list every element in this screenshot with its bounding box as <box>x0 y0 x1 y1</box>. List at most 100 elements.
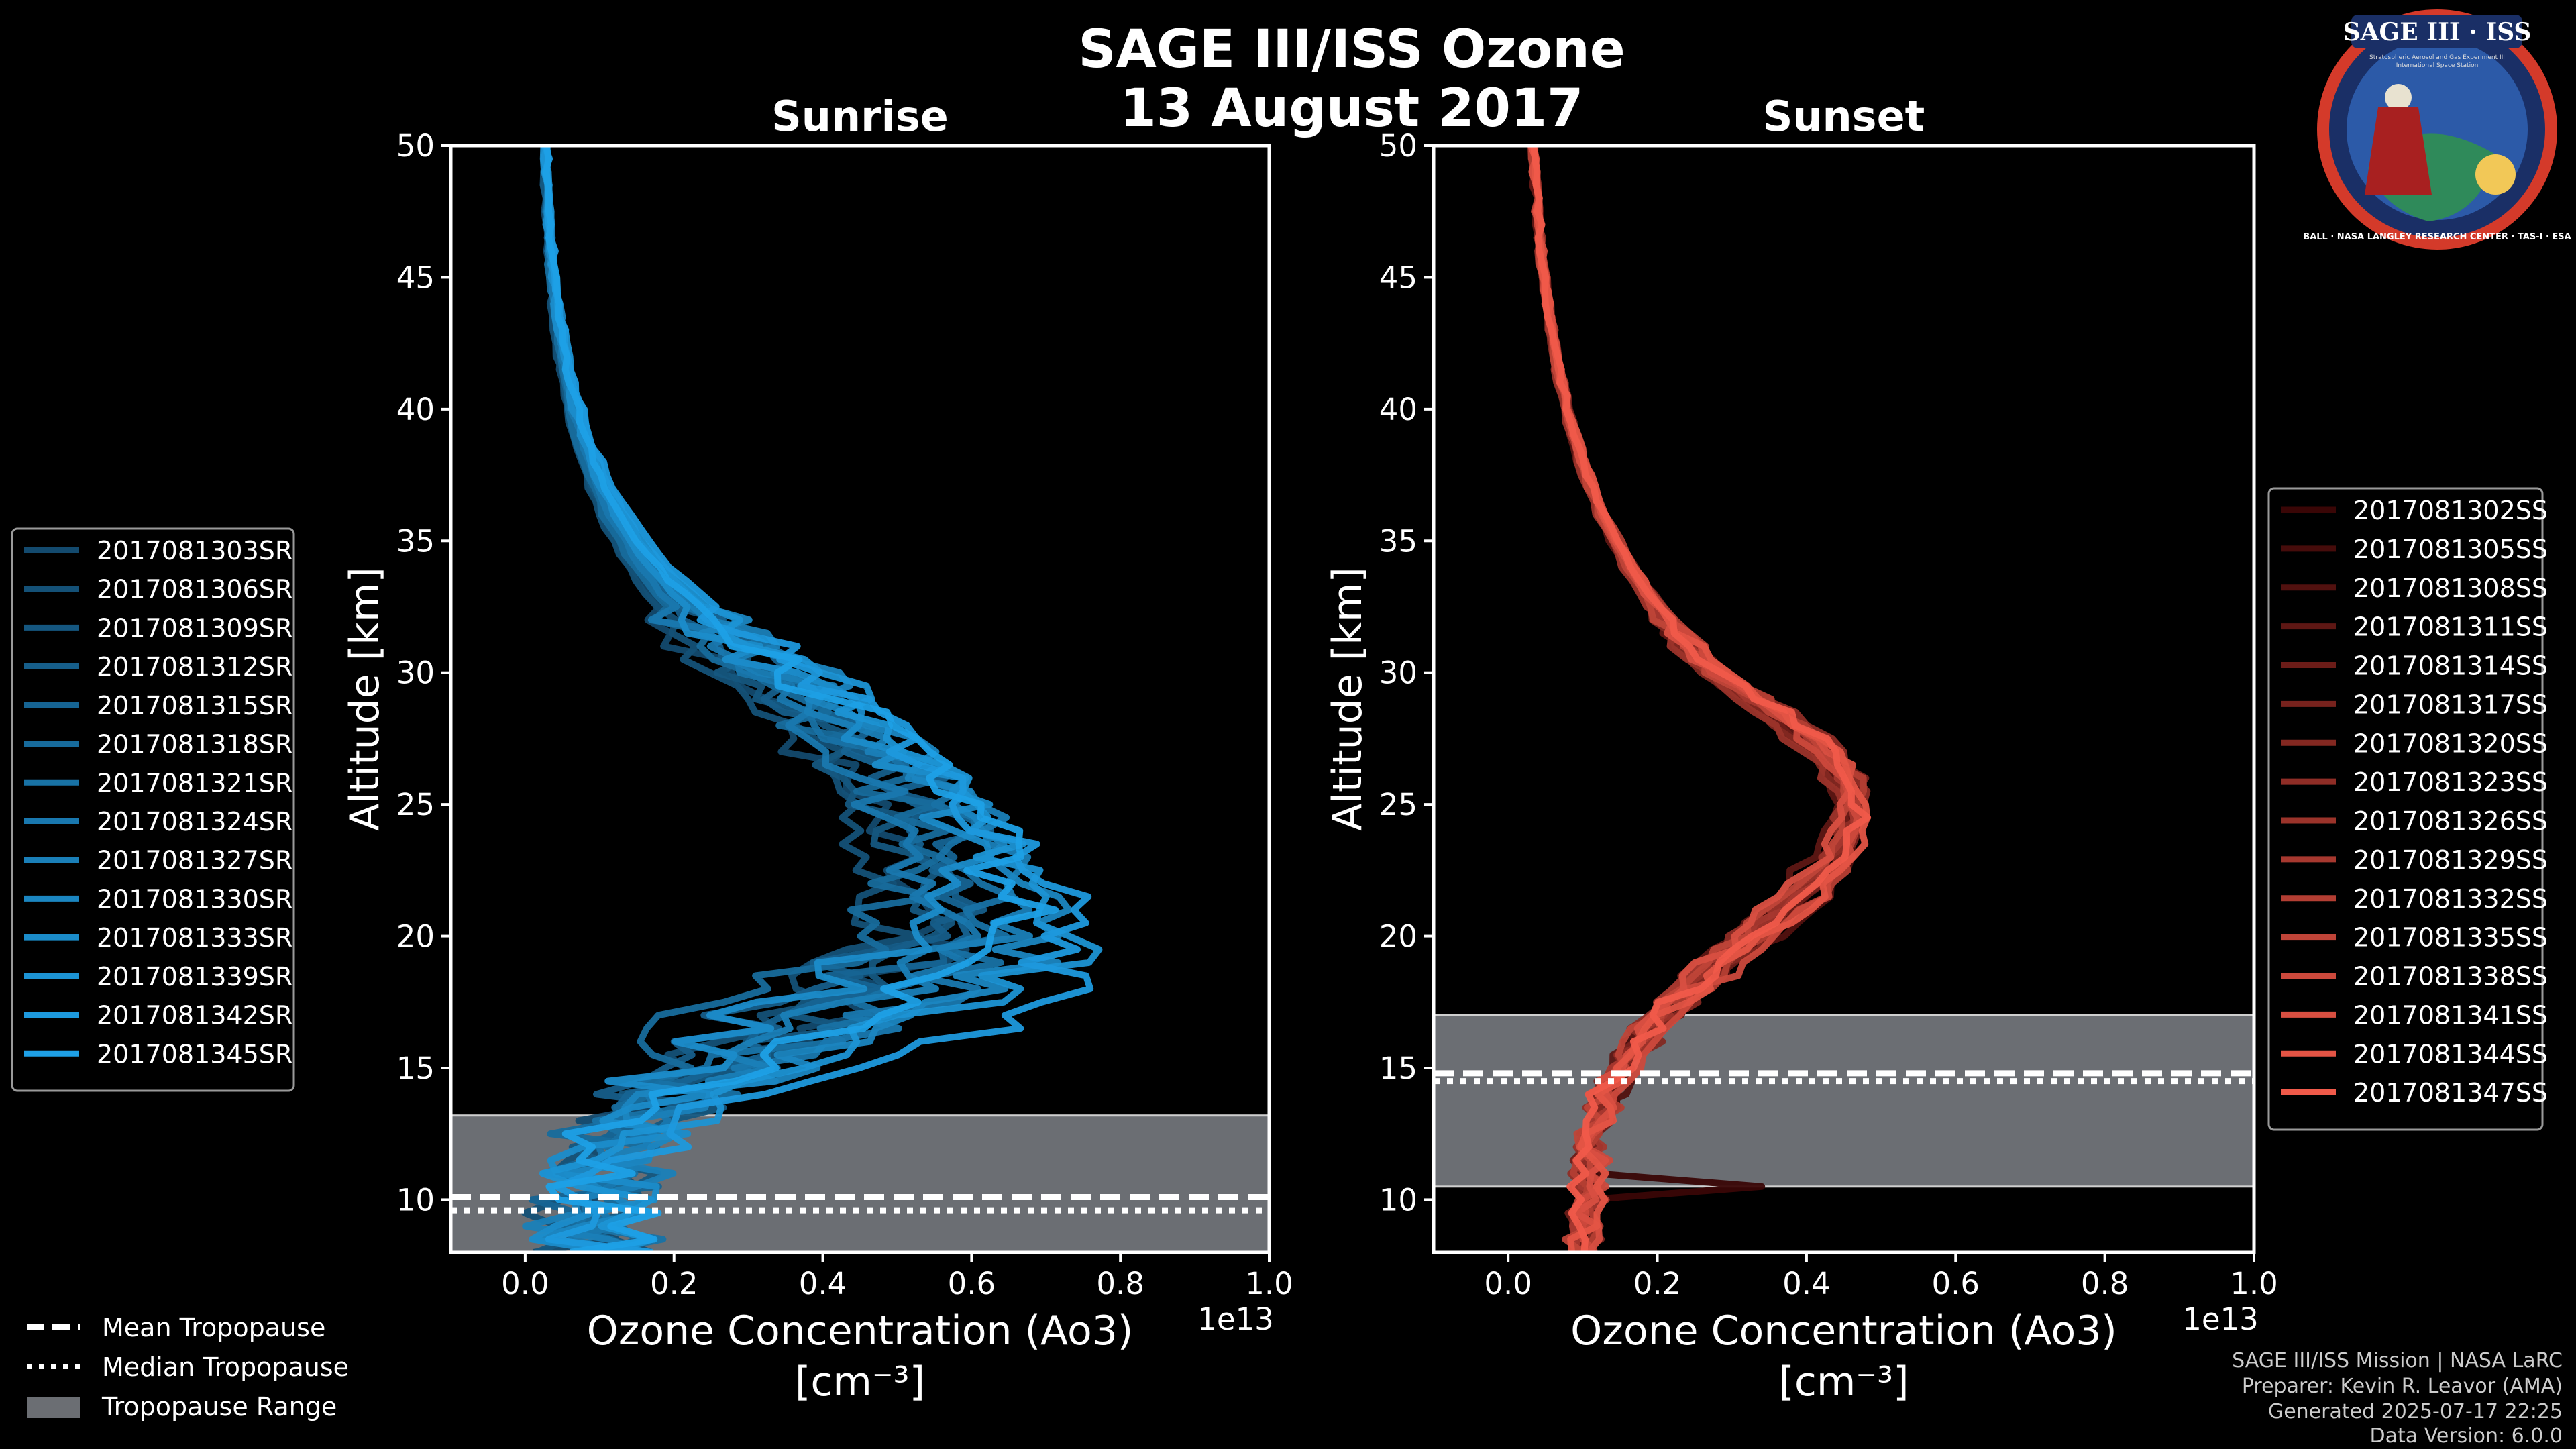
tropopause-legend: Mean Tropopause Median Tropopause Tropop… <box>27 1313 349 1421</box>
footer-data-version: Data Version: 6.0.0 <box>2370 1424 2563 1448</box>
figure-title-line2: 13 August 2017 <box>1120 78 1584 139</box>
legend-label-2017081317SS: 2017081317SS <box>2353 690 2548 719</box>
legend-label-2017081332SS: 2017081332SS <box>2353 884 2548 914</box>
y-tick-label: 30 <box>1379 655 1417 691</box>
y-tick-label: 40 <box>1379 392 1417 427</box>
y-tick-label: 25 <box>1379 787 1417 822</box>
legend-mean-tropopause-label: Mean Tropopause <box>102 1313 325 1342</box>
legend-label-2017081327SR: 2017081327SR <box>97 846 292 875</box>
x-tick-label: 0.4 <box>1782 1266 1831 1301</box>
profile-lines <box>1527 146 1872 1252</box>
footer-generated: Generated 2025-07-17 22:25 <box>2268 1400 2563 1424</box>
legend-label-2017081305SS: 2017081305SS <box>2353 535 2548 564</box>
footer-preparer: Preparer: Kevin R. Leavor (AMA) <box>2242 1375 2563 1398</box>
panel-sunrise: Sunrise 10 15 20 25 30 35 40 45 50 0.0 0.2 0.4 0.6 0.8… <box>11 92 1293 1405</box>
legend-label-2017081312SR: 2017081312SR <box>97 652 292 682</box>
y-tick-label: 45 <box>1379 260 1417 295</box>
y-tick-label: 45 <box>396 260 435 295</box>
logo-ring-text: BALL · NASA LANGLEY RESEARCH CENTER · TA… <box>2303 232 2571 242</box>
y-tick-label: 40 <box>396 392 435 427</box>
x-tick-label: 1.0 <box>1245 1266 1293 1301</box>
logo-moon-shape <box>2475 154 2516 195</box>
legend-label-2017081335SS: 2017081335SS <box>2353 923 2548 953</box>
series-legend-box <box>2267 487 2544 1131</box>
x-multiplier: 1e13 <box>1197 1301 1274 1337</box>
legend-label-2017081323SS: 2017081323SS <box>2353 767 2548 797</box>
logo-banner <box>2351 15 2522 48</box>
legend-label-2017081347SS: 2017081347SS <box>2353 1078 2548 1108</box>
figure-title-line1: SAGE III/ISS Ozone <box>1078 19 1625 80</box>
x-tick-label: 0.8 <box>2081 1266 2129 1301</box>
panel-title: Sunset <box>1763 92 1925 141</box>
x-tick-label: 0.0 <box>501 1266 549 1301</box>
series-legend-box <box>11 527 295 1092</box>
x-tick-label: 0.2 <box>650 1266 698 1301</box>
legend-label-2017081306SR: 2017081306SR <box>97 575 292 604</box>
tropopause-range-band <box>1432 1014 2255 1188</box>
y-tick-label: 15 <box>396 1051 435 1086</box>
logo-subtext-left: Stratospheric Aerosol and Gas Experiment… <box>2369 54 2505 61</box>
footer-credits: SAGE III/ISS Mission | NASA LaRC Prepare… <box>2232 1349 2563 1448</box>
y-tick-label: 20 <box>1379 919 1417 955</box>
legend-label-2017081303SR: 2017081303SR <box>97 536 292 566</box>
x-multiplier: 1e13 <box>2182 1301 2259 1337</box>
series-legend: 2017081302SS 2017081305SS 2017081308SS 2017… <box>2267 487 2548 1131</box>
logo-figure-head <box>2385 84 2412 111</box>
legend-label-2017081320SS: 2017081320SS <box>2353 729 2548 758</box>
series-legend: 2017081303SR 2017081306SR 2017081309SR 2017… <box>11 527 295 1092</box>
x-tick-label: 0.0 <box>1484 1266 1532 1301</box>
plot-frame <box>449 144 1271 1254</box>
profile-2017081347SS <box>1530 146 1872 1252</box>
logo-subtext-right: International Space Station <box>2396 62 2479 69</box>
plot-frame <box>1432 144 2256 1254</box>
legend-median-tropopause-label: Median Tropopause <box>102 1352 349 1382</box>
legend-label-2017081338SS: 2017081338SS <box>2353 962 2548 991</box>
legend-label-2017081326SS: 2017081326SS <box>2353 806 2548 836</box>
legend-label-2017081314SS: 2017081314SS <box>2353 651 2548 681</box>
y-tick-label: 35 <box>396 523 435 559</box>
x-tick-label: 0.8 <box>1096 1266 1144 1301</box>
legend-label-2017081329SS: 2017081329SS <box>2353 845 2548 875</box>
x-tick-label: 0.6 <box>1931 1266 1980 1301</box>
profile-2017081345SR <box>543 146 1059 1252</box>
x-tick-label: 0.2 <box>1633 1266 1682 1301</box>
profile-lines <box>521 146 1103 1252</box>
x-axis-unit: [cm⁻³] <box>1779 1358 1909 1405</box>
y-axis-label: Altitude [km] <box>1324 567 1371 831</box>
legend-label-2017081302SS: 2017081302SS <box>2353 496 2548 525</box>
legend-label-2017081311SS: 2017081311SS <box>2353 612 2548 642</box>
y-tick-label: 50 <box>396 128 435 164</box>
legend-label-2017081324SR: 2017081324SR <box>97 807 292 837</box>
y-axis-label: Altitude [km] <box>341 567 388 831</box>
x-tick-label: 0.6 <box>948 1266 996 1301</box>
y-tick-label: 35 <box>1379 523 1417 559</box>
legend-label-2017081315SR: 2017081315SR <box>97 691 292 720</box>
logo-title-text: SAGE III · ISS <box>2343 18 2532 46</box>
x-axis-unit: [cm⁻³] <box>795 1358 925 1405</box>
x-axis-label: Ozone Concentration (Ao3) <box>1570 1307 2117 1354</box>
logo-figure-robe <box>2365 107 2432 195</box>
y-tick-label: 30 <box>396 655 435 691</box>
legend-label-2017081333SR: 2017081333SR <box>97 923 292 953</box>
y-tick-label: 50 <box>1379 128 1417 164</box>
y-tick-label: 10 <box>396 1182 435 1218</box>
footer-mission: SAGE III/ISS Mission | NASA LaRC <box>2232 1349 2563 1373</box>
legend-label-2017081345SR: 2017081345SR <box>97 1039 292 1069</box>
legend-label-2017081341SS: 2017081341SS <box>2353 1000 2548 1030</box>
legend-label-2017081309SR: 2017081309SR <box>97 613 292 643</box>
legend-label-2017081330SR: 2017081330SR <box>97 884 292 914</box>
profile-2017081312SR <box>540 146 987 1252</box>
x-tick-label: 1.0 <box>2230 1266 2278 1301</box>
x-axis-label: Ozone Concentration (Ao3) <box>587 1307 1134 1354</box>
y-tick-label: 15 <box>1379 1051 1417 1086</box>
y-tick-label: 10 <box>1379 1182 1417 1218</box>
legend-label-2017081308SS: 2017081308SS <box>2353 574 2548 603</box>
y-tick-label: 25 <box>396 787 435 822</box>
legend-tropopause-range-label: Tropopause Range <box>101 1392 337 1421</box>
legend-label-2017081318SR: 2017081318SR <box>97 730 292 759</box>
panel-title: Sunrise <box>771 92 949 141</box>
legend-label-2017081342SR: 2017081342SR <box>97 1001 292 1030</box>
sage-iss-logo: SAGE III · ISS Stratospheric Aerosol and… <box>2303 9 2571 250</box>
x-tick-label: 0.4 <box>799 1266 847 1301</box>
